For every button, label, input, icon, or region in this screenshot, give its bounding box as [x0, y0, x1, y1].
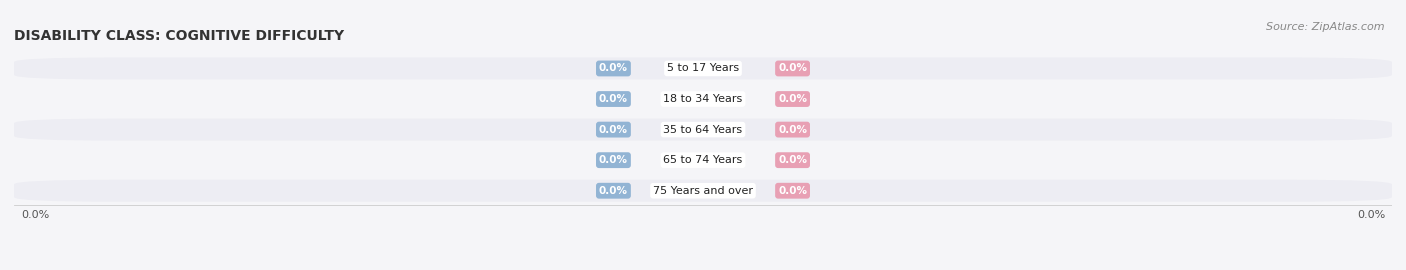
- Text: 0.0%: 0.0%: [599, 186, 628, 196]
- Text: 18 to 34 Years: 18 to 34 Years: [664, 94, 742, 104]
- Text: 0.0%: 0.0%: [778, 124, 807, 135]
- Text: 0.0%: 0.0%: [778, 155, 807, 165]
- Text: 0.0%: 0.0%: [1357, 210, 1385, 220]
- Text: Source: ZipAtlas.com: Source: ZipAtlas.com: [1267, 22, 1385, 32]
- Text: 0.0%: 0.0%: [778, 94, 807, 104]
- Text: 0.0%: 0.0%: [599, 94, 628, 104]
- FancyBboxPatch shape: [14, 149, 1392, 171]
- Text: 0.0%: 0.0%: [778, 186, 807, 196]
- Text: 75 Years and over: 75 Years and over: [652, 186, 754, 196]
- Text: 65 to 74 Years: 65 to 74 Years: [664, 155, 742, 165]
- FancyBboxPatch shape: [14, 180, 1392, 202]
- Text: DISABILITY CLASS: COGNITIVE DIFFICULTY: DISABILITY CLASS: COGNITIVE DIFFICULTY: [14, 29, 344, 43]
- Text: 35 to 64 Years: 35 to 64 Years: [664, 124, 742, 135]
- FancyBboxPatch shape: [14, 88, 1392, 110]
- Text: 0.0%: 0.0%: [599, 124, 628, 135]
- Text: 0.0%: 0.0%: [599, 63, 628, 73]
- Text: 0.0%: 0.0%: [21, 210, 49, 220]
- Text: 0.0%: 0.0%: [778, 63, 807, 73]
- FancyBboxPatch shape: [14, 119, 1392, 141]
- Text: 0.0%: 0.0%: [599, 155, 628, 165]
- FancyBboxPatch shape: [14, 58, 1392, 79]
- Text: 5 to 17 Years: 5 to 17 Years: [666, 63, 740, 73]
